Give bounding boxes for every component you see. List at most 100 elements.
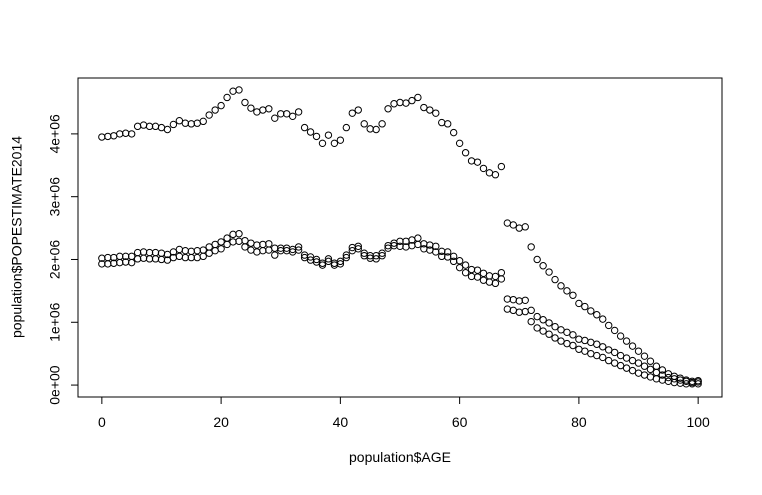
point [402,99,410,107]
point [694,378,702,386]
point [175,245,184,254]
point [479,276,488,284]
point [509,221,517,229]
point [199,246,207,254]
point [581,347,589,355]
point [557,282,565,290]
point [646,365,655,374]
point [467,157,476,165]
point [116,252,124,261]
point [151,122,160,131]
point [658,366,667,374]
point [348,109,356,117]
point [503,295,512,303]
point [616,332,625,340]
point [581,336,589,345]
point [616,361,625,370]
point [342,123,351,132]
point [587,338,595,347]
x-tick-label: 0 [98,414,106,430]
point [187,247,195,256]
point [223,93,231,102]
point [467,265,476,274]
point [610,326,619,335]
point [265,246,273,254]
point [98,133,106,141]
point [241,243,249,251]
point [593,311,601,319]
point [491,272,500,281]
point [616,351,625,360]
point [241,236,249,245]
point [360,249,368,257]
point [491,279,500,288]
point [587,349,595,358]
y-tick-label: 3e+06 [47,177,63,217]
point [640,352,649,360]
point [646,357,655,365]
point [581,302,589,311]
point [467,272,476,281]
point [253,108,261,116]
point [104,132,112,141]
point [133,248,142,257]
point [461,268,470,277]
point [569,291,577,299]
point [640,362,649,370]
point [390,241,398,250]
point [145,122,154,131]
point [563,339,571,348]
point [223,240,231,249]
point [354,106,362,114]
point [300,253,309,262]
point [652,368,661,377]
point [199,252,207,261]
point [551,275,559,284]
point [390,100,398,108]
point [432,109,440,117]
point [241,98,249,107]
point [169,248,178,256]
point [444,120,452,128]
point [652,375,661,383]
y-tick-label: 1e+06 [47,302,63,342]
point [605,346,613,354]
point [116,130,124,138]
point [640,371,649,379]
point [563,328,571,337]
point [622,337,631,345]
point [509,295,517,304]
point [283,110,291,118]
point [354,242,362,250]
point [181,119,190,127]
point [205,111,213,119]
point [324,131,333,139]
point [330,139,339,148]
point [253,241,261,249]
point [163,250,172,259]
point [163,256,172,264]
point [193,119,201,127]
point [449,252,458,261]
point [217,101,225,110]
point [127,258,136,267]
point [658,371,667,379]
point [187,120,195,128]
point [223,234,231,242]
y-axis-label: population$POPESTIMATE2014 [9,136,25,338]
point [294,108,303,116]
point [157,123,166,132]
y-tick-label: 4e+06 [47,114,63,154]
point [372,125,380,134]
point [217,238,225,246]
point [336,257,345,266]
point [545,319,553,327]
point [116,258,124,267]
point [551,334,559,342]
point [444,248,452,256]
point [497,162,506,171]
point [485,169,494,177]
point [151,255,160,263]
point [187,253,195,262]
